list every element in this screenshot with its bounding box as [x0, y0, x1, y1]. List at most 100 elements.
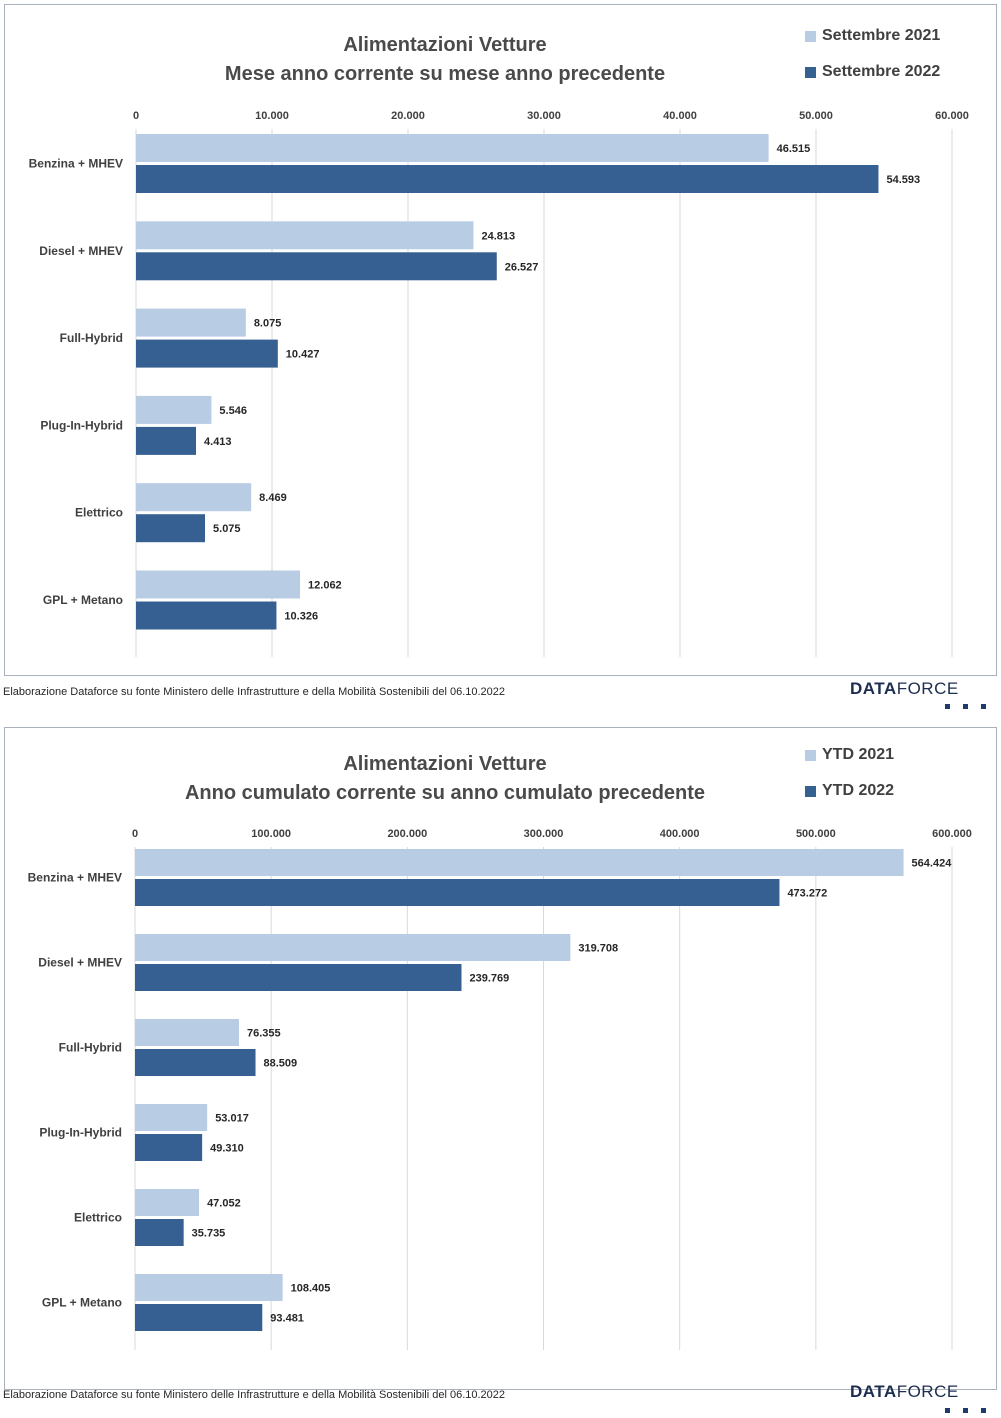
- category-label: Plug-In-Hybrid: [39, 1126, 122, 1140]
- legend-item-series-2: YTD 2022: [805, 782, 894, 804]
- data-label: 53.017: [215, 1113, 249, 1125]
- logo-dots: [945, 696, 999, 714]
- data-label: 239.769: [469, 973, 509, 985]
- category-label: Full-Hybrid: [60, 331, 123, 345]
- logo-dots: [945, 1400, 999, 1418]
- x-tick-label: 0: [133, 110, 139, 122]
- category-label: Benzina + MHEV: [28, 871, 122, 885]
- bar: [135, 1304, 263, 1331]
- x-tick-label: 60.000: [935, 110, 969, 122]
- chart-title-line2: Anno cumulato corrente su anno cumulato …: [184, 782, 706, 804]
- data-label: 47.052: [207, 1198, 241, 1210]
- legend-label: YTD 2022: [822, 782, 895, 799]
- legend-swatch-dark: [805, 785, 816, 797]
- bar: [136, 483, 252, 512]
- bar: [135, 934, 571, 961]
- data-label: 54.593: [886, 174, 920, 186]
- data-label: 93.481: [270, 1313, 304, 1325]
- data-label: 24.813: [481, 230, 515, 242]
- legend-item-series-1: YTD 2021: [805, 746, 894, 768]
- bar: [136, 395, 212, 424]
- data-label: 10.326: [284, 611, 318, 623]
- logo-light-text: FORCE: [896, 1382, 959, 1401]
- category-label: GPL + Metano: [43, 593, 123, 607]
- x-tick-label: 40.000: [663, 110, 697, 122]
- data-label: 8.075: [254, 318, 282, 330]
- data-label: 8.469: [259, 492, 287, 504]
- data-label: 108.405: [291, 1283, 331, 1295]
- chart-panel-ytd: Alimentazioni Vetture Anno cumulato corr…: [4, 727, 997, 1390]
- logo-bold-text: DATA: [850, 1382, 897, 1401]
- legend-item-series-2: Settembre 2022: [805, 63, 940, 85]
- x-tick-label: 100.000: [251, 828, 291, 840]
- legend-label: Settembre 2022: [822, 63, 941, 80]
- data-label: 49.310: [210, 1143, 244, 1155]
- bar: [136, 601, 277, 630]
- bar: [136, 339, 278, 368]
- chart-title-line2: Mese anno corrente su mese anno preceden…: [224, 63, 666, 85]
- category-label: Elettrico: [75, 506, 123, 520]
- data-label: 5.546: [219, 405, 247, 417]
- category-label: Diesel + MHEV: [38, 956, 122, 970]
- x-tick-label: 50.000: [799, 110, 833, 122]
- x-tick-label: 300.000: [524, 828, 564, 840]
- bar: [136, 426, 197, 455]
- bar: [136, 514, 206, 543]
- data-label: 10.427: [286, 349, 320, 361]
- category-label: GPL + Metano: [42, 1296, 122, 1310]
- data-label: 76.355: [247, 1028, 281, 1040]
- data-label: 473.272: [787, 888, 827, 900]
- legend-label: Settembre 2021: [822, 27, 941, 44]
- category-label: Elettrico: [74, 1211, 122, 1225]
- data-label: 26.527: [505, 261, 539, 273]
- data-label: 5.075: [213, 523, 241, 535]
- x-tick-label: 400.000: [660, 828, 700, 840]
- chart-legend: YTD 2021 YTD 2022: [805, 746, 894, 818]
- category-label: Plug-In-Hybrid: [40, 418, 123, 432]
- source-note: Elaborazione Dataforce su fonte Minister…: [3, 686, 506, 698]
- legend-swatch-dark: [805, 66, 816, 78]
- legend-item-series-1: Settembre 2021: [805, 27, 940, 49]
- category-label: Diesel + MHEV: [39, 244, 123, 258]
- bar: [135, 1274, 283, 1301]
- bar: [135, 1019, 239, 1046]
- x-tick-label: 10.000: [255, 110, 289, 122]
- data-label: 12.062: [308, 580, 342, 592]
- bar: [135, 879, 780, 906]
- data-label: 35.735: [192, 1228, 226, 1240]
- data-label: 4.413: [204, 436, 232, 448]
- x-tick-label: 200.000: [387, 828, 427, 840]
- bar: [135, 1189, 200, 1216]
- bar: [136, 221, 474, 250]
- legend-swatch-light: [805, 749, 816, 761]
- data-label: 88.509: [264, 1058, 298, 1070]
- bar: [136, 165, 879, 193]
- chart-panel-monthly: Alimentazioni Vetture Mese anno corrente…: [4, 4, 997, 676]
- chart-title: Alimentazioni Vetture Mese anno corrente…: [5, 31, 885, 89]
- bar: [135, 1219, 184, 1246]
- bar: [136, 308, 246, 337]
- data-label: 564.424: [912, 858, 953, 870]
- x-tick-label: 20.000: [391, 110, 425, 122]
- bar: [135, 1049, 256, 1076]
- chart-legend: Settembre 2021 Settembre 2022: [805, 27, 940, 99]
- bar: [135, 964, 462, 991]
- legend-swatch-light: [805, 30, 816, 42]
- x-tick-label: 500.000: [796, 828, 836, 840]
- bar-chart-plot: 0 10.000 20.000 30.000 40.000 50.000 60.000 Ben…: [29, 110, 969, 657]
- bar: [135, 1104, 208, 1131]
- logo-light-text: FORCE: [896, 679, 959, 698]
- dataforce-logo: DATAFORCE: [850, 1382, 959, 1402]
- bar: [136, 134, 769, 162]
- dataforce-logo: DATAFORCE: [850, 679, 959, 699]
- bar: [136, 252, 497, 281]
- bar: [135, 1134, 203, 1161]
- data-label: 46.515: [777, 143, 811, 155]
- x-tick-label: 30.000: [527, 110, 561, 122]
- chart-title-line1: Alimentazioni Vetture: [343, 34, 547, 56]
- logo-bold-text: DATA: [850, 679, 897, 698]
- legend-label: YTD 2021: [822, 746, 895, 763]
- x-tick-label: 0: [132, 828, 138, 840]
- category-label: Full-Hybrid: [59, 1041, 122, 1055]
- chart-title: Alimentazioni Vetture Anno cumulato corr…: [5, 750, 885, 808]
